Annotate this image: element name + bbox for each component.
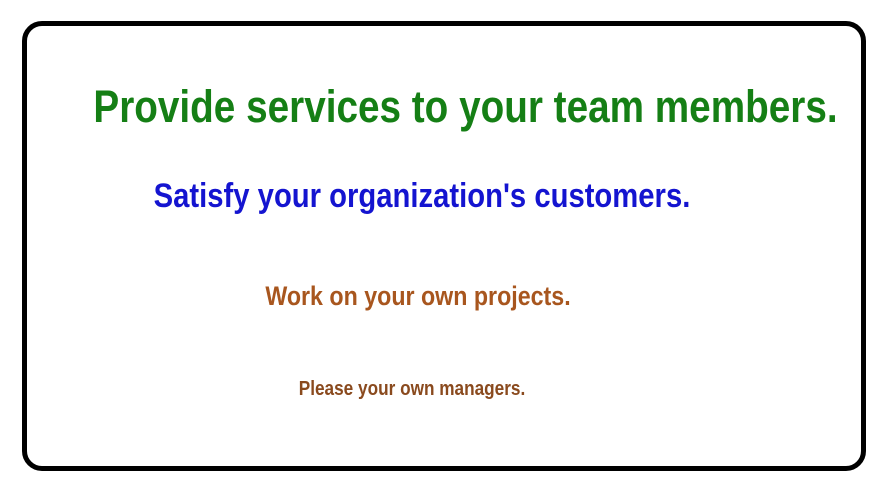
statement-own-projects: Work on your own projects.: [265, 281, 571, 311]
statement-managers: Please your own managers.: [298, 378, 526, 400]
rounded-frame: Provide services to your team members. S…: [22, 21, 866, 471]
statement-team-members: Provide services to your team members.: [93, 81, 838, 132]
statement-customers: Satisfy your organization's customers.: [153, 177, 691, 215]
